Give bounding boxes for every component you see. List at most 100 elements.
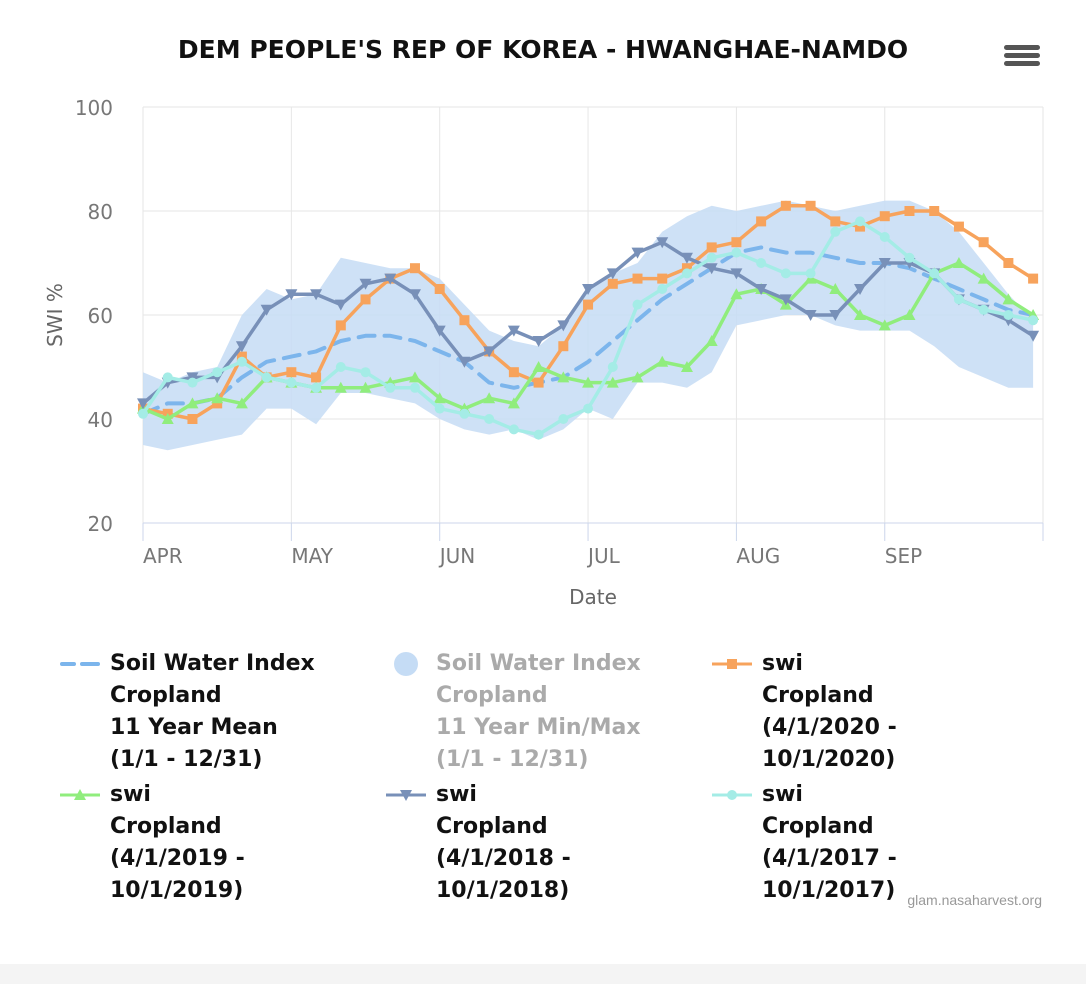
series-3-point	[705, 263, 718, 275]
footer-band	[0, 964, 1086, 984]
series-3-point	[334, 299, 347, 311]
series-1-point	[756, 216, 767, 227]
series-3-point	[557, 320, 570, 332]
legend-symbol-icon	[60, 789, 100, 800]
y-tick-label: 40	[88, 408, 113, 432]
legend-symbol-icon	[386, 790, 426, 801]
series-4-point	[558, 414, 569, 424]
legend-symbol-icon	[712, 790, 752, 800]
x-tick-label: APR	[143, 544, 183, 568]
series-4-point	[780, 268, 791, 279]
series-4-point	[805, 268, 816, 279]
legend-symbol-icon	[394, 652, 418, 676]
series-1-point	[879, 211, 890, 222]
legend-label: Soil Water Index Cropland 11 Year Mean (…	[110, 651, 315, 772]
series-3-point	[384, 273, 397, 285]
series-3-point	[606, 268, 619, 280]
hamburger-menu-icon[interactable]	[1004, 42, 1040, 74]
series-2-point	[483, 392, 496, 404]
series-1-point	[508, 367, 519, 378]
series-2-point	[606, 376, 619, 388]
series-1-point	[409, 263, 420, 274]
series-3-point	[235, 341, 248, 353]
series-4-point	[879, 232, 890, 242]
series-4-point	[138, 408, 148, 419]
series-1-point	[805, 200, 816, 211]
legend-label: swi Cropland (4/1/2017 - 10/1/2017)	[762, 782, 897, 903]
series-4-point	[830, 226, 841, 237]
series-2-point	[952, 257, 965, 268]
legend-label: Soil Water Index Cropland 11 Year Min/Ma…	[436, 651, 641, 772]
legend-symbol-icon	[60, 662, 100, 666]
credits-text[interactable]: glam.nasaharvest.org	[907, 892, 1042, 908]
series-3-point	[483, 346, 496, 358]
y-axis-title: SWI %	[43, 283, 67, 347]
series-1-point	[311, 372, 322, 383]
series-2-point	[1002, 293, 1015, 305]
series-4-point	[335, 362, 346, 372]
series-1-point	[706, 242, 717, 253]
series-2-point	[235, 397, 248, 409]
series-3-point	[285, 289, 298, 301]
series-2-point	[656, 355, 669, 367]
series-2-point	[730, 288, 743, 300]
series-3-point	[854, 284, 867, 295]
series-4-point	[286, 377, 297, 388]
y-tick-label: 100	[75, 96, 113, 120]
series-3-point	[582, 284, 595, 295]
series-1-point	[632, 273, 643, 284]
series-3-point	[804, 310, 817, 321]
series-4-point	[681, 268, 692, 279]
series-4-point	[533, 429, 544, 440]
series-2-point	[161, 413, 174, 424]
series-1-point	[731, 237, 742, 248]
series-1-point	[681, 263, 692, 274]
series-1-point	[434, 284, 445, 294]
series-2-point	[829, 283, 842, 294]
series-4-point	[1028, 315, 1039, 326]
series-2-point	[507, 397, 520, 409]
series-3-point	[631, 247, 644, 259]
series-2-point	[582, 376, 595, 388]
series-1-point	[335, 320, 346, 331]
series-2-point	[977, 272, 990, 284]
series-4-point	[583, 403, 594, 414]
series-3-point	[359, 278, 372, 290]
series-1-point	[607, 278, 618, 289]
series-4-point	[385, 382, 396, 393]
series-2-point	[211, 392, 224, 404]
series-1-point	[830, 216, 841, 227]
series-4-point	[360, 367, 371, 378]
series-2-point	[705, 335, 718, 346]
series-4-point	[855, 216, 866, 227]
y-tick-label: 20	[88, 512, 113, 536]
series-4-point	[929, 268, 940, 279]
series-2-point	[631, 371, 644, 383]
series-1-point	[533, 377, 544, 388]
series-4-point	[607, 362, 618, 372]
series-1-point	[1003, 258, 1014, 268]
series-4-point	[1003, 310, 1014, 320]
series-4-point	[187, 377, 198, 388]
series-1-point	[929, 206, 940, 216]
series-3-point	[408, 289, 421, 301]
series-3-point	[755, 284, 768, 295]
series-4-point	[978, 304, 989, 315]
series-4-point	[632, 299, 643, 310]
series-4-point	[311, 382, 322, 393]
series-1-point	[855, 221, 866, 232]
series-3-point	[680, 252, 693, 264]
y-tick-label: 60	[88, 304, 113, 328]
series-4-point	[236, 356, 247, 367]
series-1-point	[780, 200, 791, 211]
series-4-point	[409, 382, 420, 393]
series-3-point	[433, 325, 446, 337]
series-2-point	[557, 371, 570, 383]
x-tick-label: MAY	[291, 544, 333, 568]
y-tick-label: 80	[88, 200, 113, 224]
series-1-point	[236, 351, 247, 362]
series-4-point	[212, 367, 223, 378]
series-3-point	[507, 325, 520, 337]
series-2-point	[903, 309, 916, 320]
